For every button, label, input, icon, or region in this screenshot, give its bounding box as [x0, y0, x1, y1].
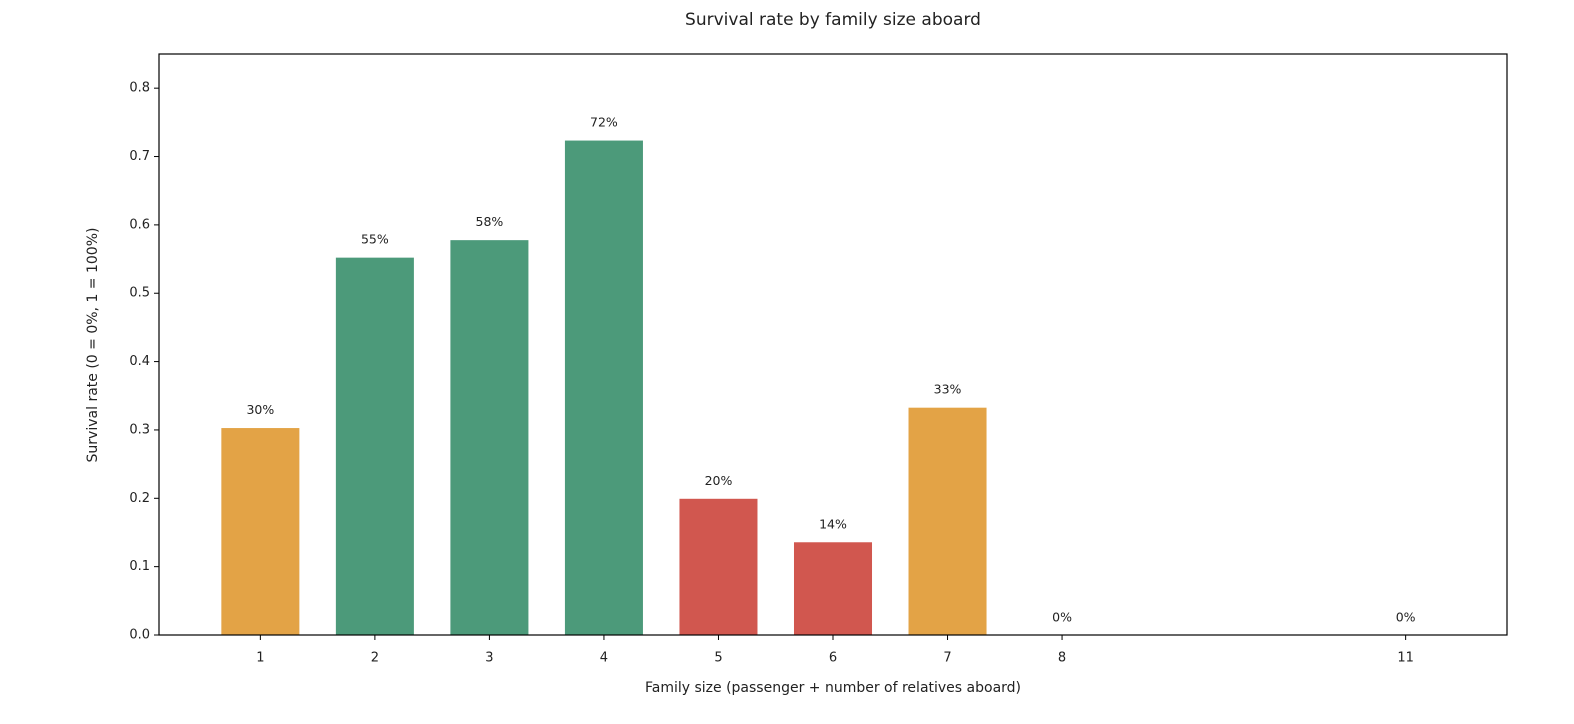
value-label: 0%: [1396, 610, 1416, 625]
y-tick-label: 0.0: [129, 628, 150, 643]
value-label: 0%: [1052, 610, 1072, 625]
y-tick-label: 0.8: [129, 81, 150, 96]
y-tick-label: 0.2: [129, 491, 150, 506]
x-tick-label: 1: [256, 651, 264, 666]
bar: [907, 406, 988, 636]
value-label: 55%: [361, 232, 389, 247]
x-tick-label: 3: [485, 651, 493, 666]
y-tick-label: 0.5: [129, 286, 150, 301]
chart-title: Survival rate by family size aboard: [685, 10, 981, 30]
bar: [792, 541, 874, 636]
y-axis-label: Survival rate (0 = 0%, 1 = 100%): [85, 228, 101, 463]
y-tick-label: 0.7: [129, 149, 150, 164]
x-tick-label: 7: [943, 651, 951, 666]
y-tick-label: 0.4: [129, 354, 150, 369]
value-label: 20%: [705, 473, 733, 488]
y-tick-label: 0.6: [129, 217, 150, 232]
x-tick-label: 11: [1397, 651, 1414, 666]
value-label: 58%: [476, 214, 504, 229]
bar: [334, 256, 415, 636]
x-axis-label: Family size (passenger + number of relat…: [645, 680, 1021, 696]
x-tick-label: 5: [714, 651, 722, 666]
y-tick-label: 0.3: [129, 422, 150, 437]
x-tick-label: 2: [371, 651, 379, 666]
bar: [678, 497, 759, 636]
bar: [220, 427, 301, 636]
plot-frame: [158, 53, 1508, 636]
x-tick-label: 4: [600, 651, 608, 666]
x-tick-label: 6: [829, 651, 837, 666]
bar: [563, 139, 644, 636]
bar: [449, 239, 530, 636]
value-label: 33%: [934, 382, 962, 397]
value-label: 14%: [819, 516, 847, 531]
value-label: 72%: [590, 115, 618, 130]
y-tick-label: 0.1: [129, 559, 150, 574]
x-tick-label: 8: [1058, 651, 1066, 666]
value-label: 30%: [246, 402, 274, 417]
